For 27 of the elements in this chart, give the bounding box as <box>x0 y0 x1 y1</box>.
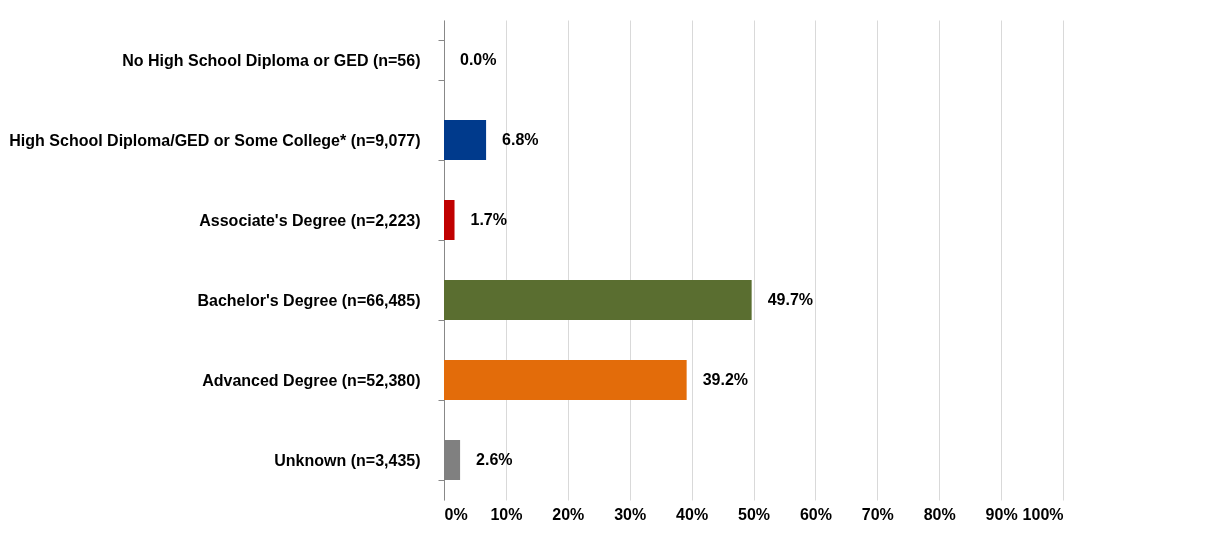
data-label: 6.8% <box>502 131 539 148</box>
bar <box>444 120 487 160</box>
x-tick-label: 0% <box>444 505 468 523</box>
x-tick-label: 30% <box>614 505 647 523</box>
x-tick-label: 70% <box>861 505 894 523</box>
bar <box>444 360 687 400</box>
y-tick-label: Bachelor's Degree (n=66,485) <box>197 291 421 309</box>
data-label: 49.7% <box>767 291 814 308</box>
x-tick-label: 10% <box>490 505 523 523</box>
y-tick-label: Associate's Degree (n=2,223) <box>199 211 421 229</box>
x-tick-label: 50% <box>737 505 771 523</box>
data-label: 2.6% <box>476 451 513 468</box>
x-tick-label: 90% <box>985 505 1018 523</box>
y-tick-label: Advanced Degree (n=52,380) <box>202 371 421 389</box>
data-label: 1.7% <box>470 211 507 228</box>
x-tick-label: 20% <box>552 505 585 523</box>
bar <box>444 200 455 240</box>
y-tick-label: High School Diploma/GED or Some College* (n=9,077) <box>9 131 421 149</box>
bar <box>444 280 752 320</box>
data-label: 0.0% <box>460 51 497 68</box>
data-label: 39.2% <box>702 371 749 388</box>
y-tick-label: Unknown (n=3,435) <box>274 451 421 469</box>
x-tick-label: 80% <box>923 505 956 523</box>
x-tick-label: 100% <box>1022 505 1064 523</box>
x-tick-label: 60% <box>799 505 832 523</box>
x-tick-label: 40% <box>676 505 709 523</box>
y-tick-label: No High School Diploma or GED (n=56) <box>122 51 421 69</box>
